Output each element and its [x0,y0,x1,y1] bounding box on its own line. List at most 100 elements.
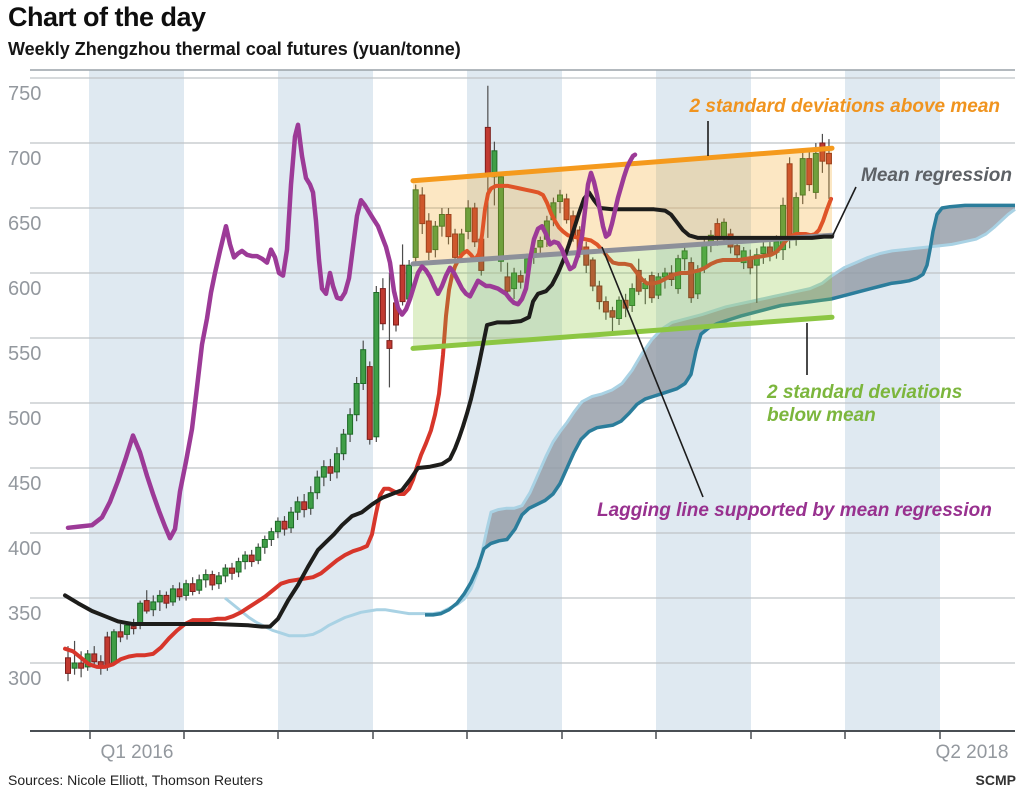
candle-body [65,657,71,674]
y-axis-tick-label: 650 [8,213,41,235]
candle-body [215,575,222,585]
candle-body [399,264,406,303]
candle-body [360,349,367,385]
credit-text: SCMP [975,772,1016,788]
y-axis-tick-label: 600 [8,278,41,300]
y-axis-tick-label: 300 [8,668,41,690]
candle-body [419,194,426,225]
candle-body [681,250,688,260]
candle-body [379,288,386,325]
candle-body [806,158,813,186]
candle-body [563,198,570,221]
candle-body [734,245,741,256]
candle-body [71,662,78,669]
candle-body [156,594,163,603]
candle-body [819,142,826,162]
candle-body [596,285,603,303]
candle-body [222,567,229,577]
candle-body [517,275,524,283]
minus-2sd-label: below mean [767,405,876,426]
candle-body [373,292,380,438]
y-axis-tick-label: 750 [8,83,41,105]
candle-body [143,600,150,612]
candle-body [196,579,203,591]
candle-body [117,631,124,638]
purple-lagging-line [65,122,638,541]
chart-header: Chart of the day Weekly Zhengzhou therma… [8,2,461,60]
candle-body [288,511,295,529]
candle-body [281,520,288,530]
candle-body [268,531,275,541]
candle-body [760,246,767,254]
chart-subtitle: Weekly Zhengzhou thermal coal futures (y… [8,39,461,59]
chart-footer: Sources: Nicole Elliott, Thomson Reuters… [0,768,1024,790]
candle-body [780,204,787,251]
candle-body [655,276,662,296]
y-axis-tick-label: 450 [8,473,41,495]
candle-body [629,288,636,307]
candle-body [314,476,321,494]
candle-body [255,546,262,561]
lagging-line-label-pointer [601,246,704,498]
candle-body [557,194,563,202]
candle-body [511,272,518,290]
candle-body [484,126,491,175]
candle-body [202,574,209,581]
candle-body [124,624,131,635]
candle-body [753,254,760,266]
candle-body [609,310,616,318]
plus2sd-band [413,148,832,264]
candle-body [189,583,196,593]
candle-body [235,561,242,573]
y-axis-tick-label: 500 [8,408,41,430]
quarter-stripe [656,70,751,731]
candle-body [274,520,281,533]
candle-body [583,246,590,266]
quarter-stripe [467,70,562,731]
candle-body [294,501,301,513]
candle-body [504,276,511,292]
y-axis-tick-label: 350 [8,603,41,625]
candle-body [445,214,452,238]
candle-body [229,567,235,574]
y-axis-tick-label: 700 [8,148,41,170]
y-axis-tick-label: 400 [8,538,41,560]
candle-body [110,631,117,664]
candle-body [740,250,747,264]
candle-body [537,240,544,248]
candle-body [301,501,308,511]
minus-2sd-label: 2 standard deviations [766,382,962,403]
mean-regression-label-pointer [832,186,857,236]
candle-body [183,583,190,596]
candle-body [471,207,478,243]
cloud-span-b-line [425,203,1015,617]
candle-body [602,301,609,313]
candle-body [616,299,623,319]
plus-2sd-label: 2 standard deviations above mean [689,96,1000,117]
candle-body [242,554,249,563]
page-title: Chart of the day [8,2,206,32]
candle-body [209,574,216,586]
candle-body [432,225,439,251]
candle-body [340,433,347,455]
candle-body [150,601,157,611]
candle-body [104,636,111,667]
candle-body [353,383,360,416]
candle-body [91,653,98,663]
candle-body [347,414,354,435]
candle-body [307,492,314,509]
lagging-line-label: Lagging line supported by mean regressio… [597,500,992,521]
plus2sd-line [410,145,835,184]
candle-body [648,275,655,299]
candle-body [333,453,340,473]
quarter-stripe [89,70,184,731]
candle-body [589,259,596,287]
candle-body [688,262,695,299]
candle-body [366,366,373,440]
candle-body [825,152,832,165]
candle-body [425,220,432,253]
candle-body [386,340,393,349]
mean-regression-line [410,232,835,267]
cloud-span-a-line [224,208,1016,638]
